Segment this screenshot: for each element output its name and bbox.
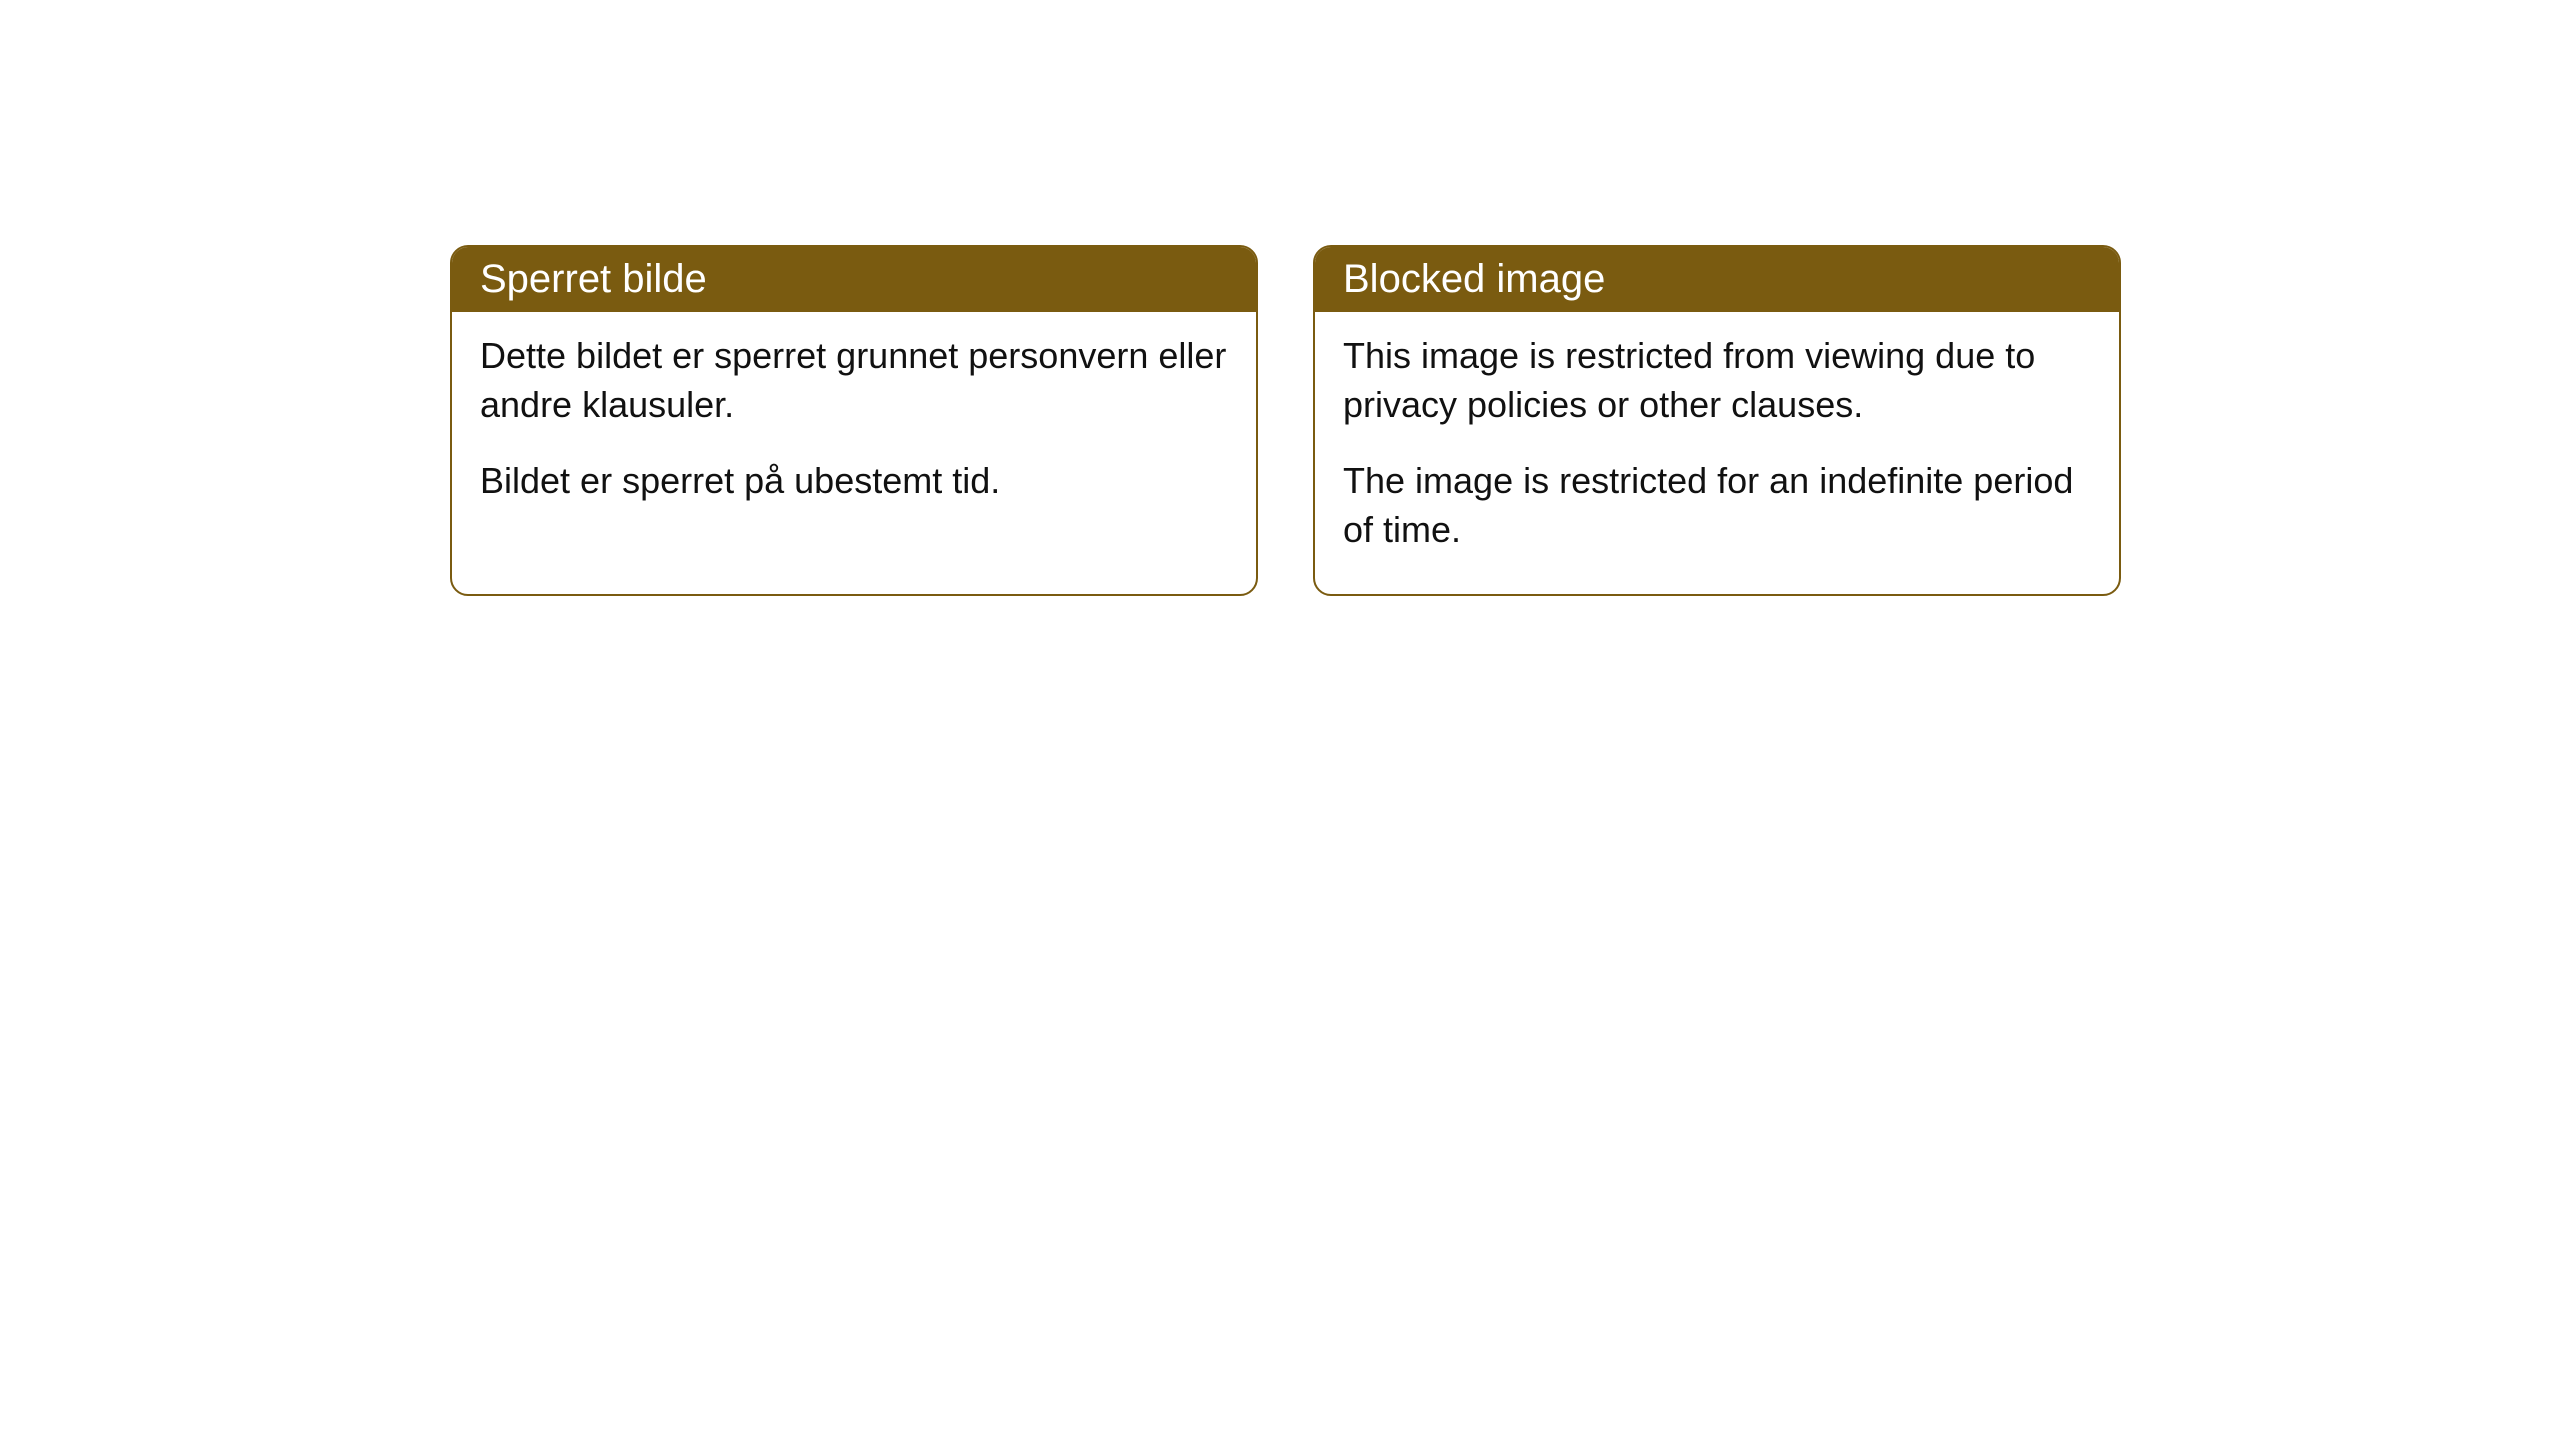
card-paragraph-1-no: Dette bildet er sperret grunnet personve… (480, 332, 1228, 429)
blocked-image-card-no: Sperret bilde Dette bildet er sperret gr… (450, 245, 1258, 596)
blocked-image-card-en: Blocked image This image is restricted f… (1313, 245, 2121, 596)
card-title-en: Blocked image (1315, 247, 2119, 312)
card-body-no: Dette bildet er sperret grunnet personve… (452, 312, 1256, 546)
card-paragraph-1-en: This image is restricted from viewing du… (1343, 332, 2091, 429)
card-body-en: This image is restricted from viewing du… (1315, 312, 2119, 594)
card-paragraph-2-en: The image is restricted for an indefinit… (1343, 457, 2091, 554)
cards-container: Sperret bilde Dette bildet er sperret gr… (450, 245, 2121, 596)
card-title-no: Sperret bilde (452, 247, 1256, 312)
card-paragraph-2-no: Bildet er sperret på ubestemt tid. (480, 457, 1228, 506)
